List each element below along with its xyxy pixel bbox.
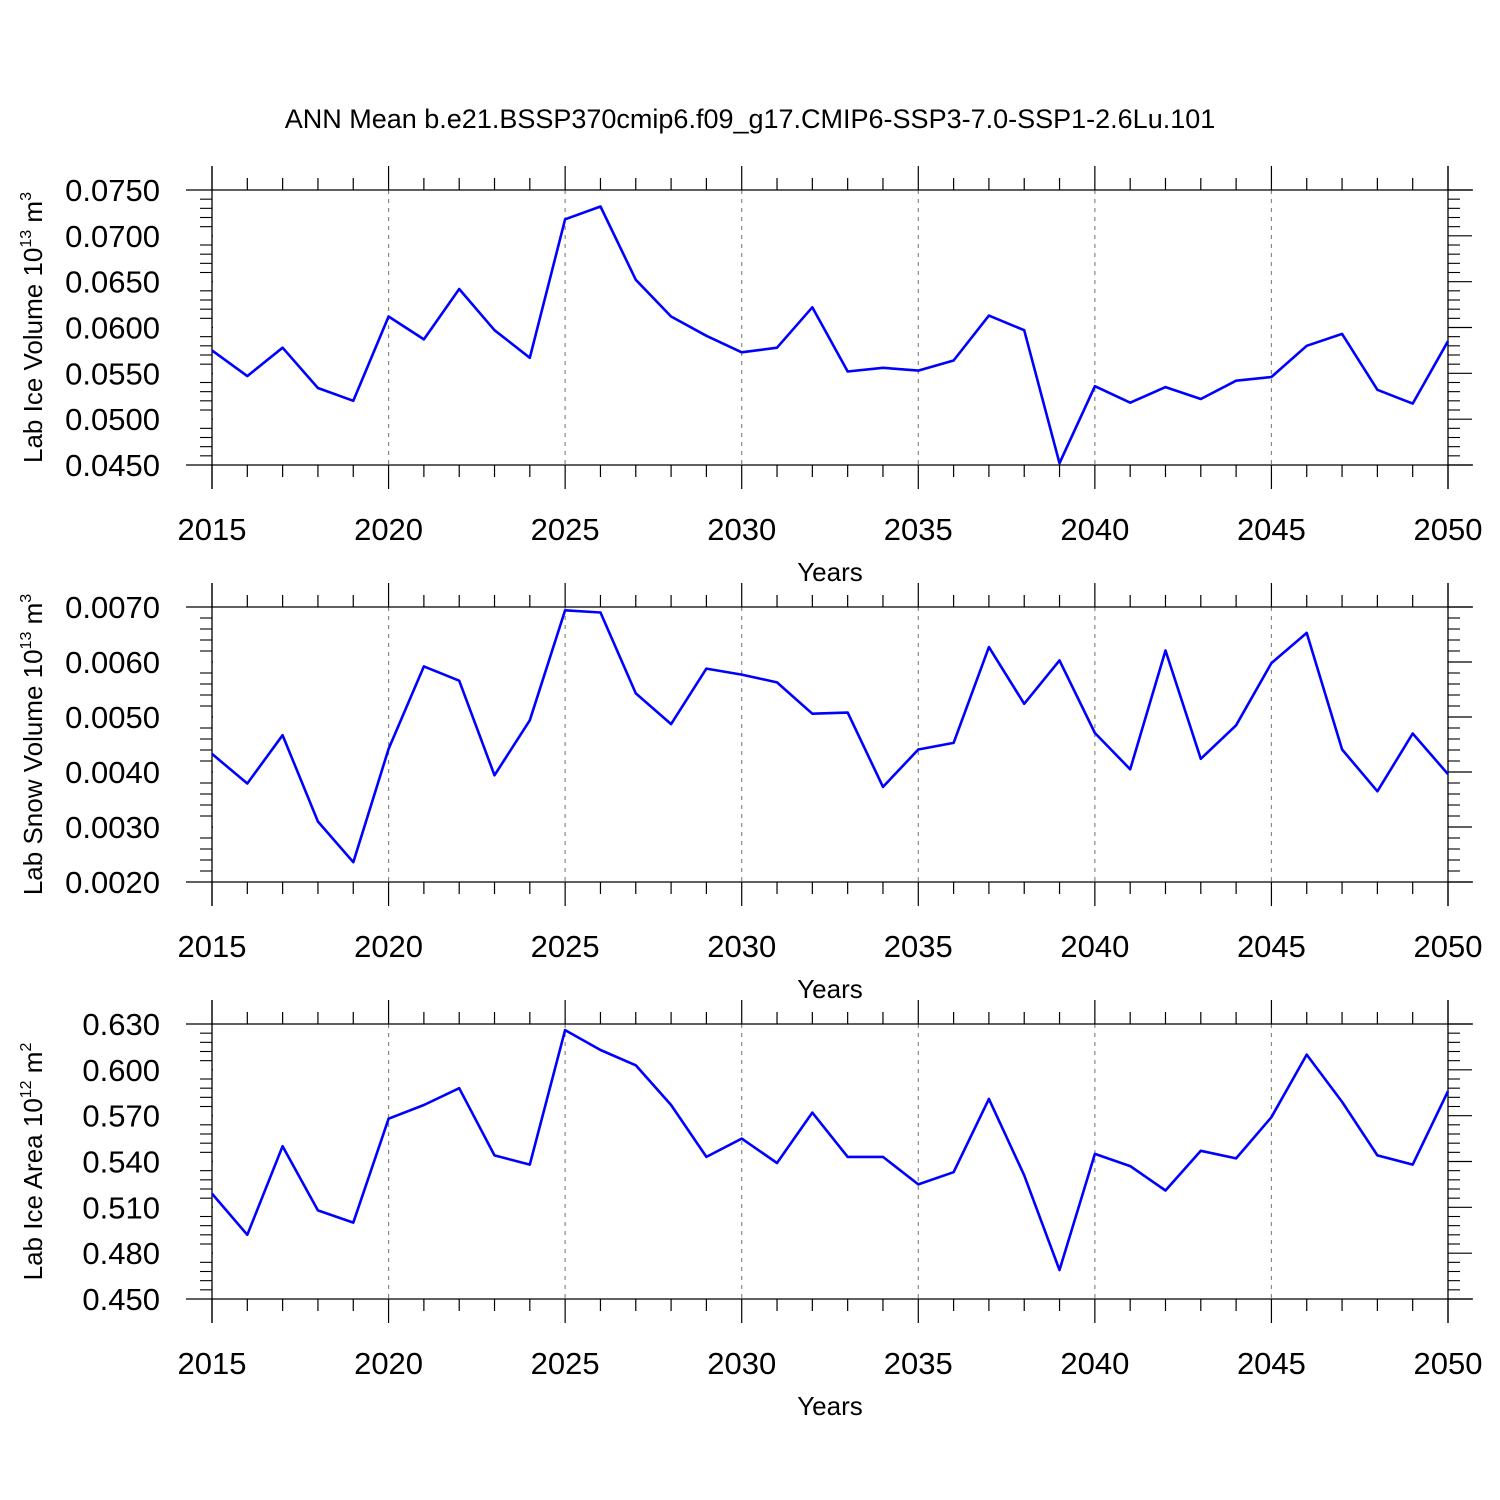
x-axis-label: Years [797, 1391, 863, 1421]
y-tick-label: 0.480 [82, 1236, 160, 1271]
x-tick-label: 2050 [1414, 929, 1483, 964]
x-tick-label: 2035 [884, 929, 953, 964]
chart-panel-3: 0.450 0.480 0.510 0.540 0.570 0.600 0.630 2015 2… [18, 1000, 1482, 1421]
x-tick-label: 2045 [1237, 1346, 1306, 1381]
x-tick-label: 2015 [178, 1346, 247, 1381]
y-axis-label: Lab Ice Volume 1013 m3 [18, 192, 48, 463]
y-tick-label: 0.0070 [65, 590, 160, 625]
series-line [211, 1028, 1450, 1272]
x-tick-label: 2030 [707, 1346, 776, 1381]
x-tick-label: 2045 [1237, 929, 1306, 964]
chart-panel-1: 0.0450 0.0500 0.0550 0.0600 0.0650 0.0700 0.07… [18, 166, 1482, 587]
series-line [211, 205, 1450, 465]
y-tick-label: 0.0650 [65, 265, 160, 300]
x-tick-label: 2035 [884, 1346, 953, 1381]
x-tick-label: 2050 [1414, 512, 1483, 547]
y-tick-label: 0.0750 [65, 173, 160, 208]
x-axis-label: Years [797, 974, 863, 1004]
x-tick-label: 2050 [1414, 1346, 1483, 1381]
y-tick-label: 0.0700 [65, 219, 160, 254]
y-tick-label: 0.0600 [65, 311, 160, 346]
y-tick-label: 0.0550 [65, 356, 160, 391]
x-tick-label: 2020 [354, 512, 423, 547]
y-tick-label: 0.510 [82, 1190, 160, 1225]
y-tick-label: 0.540 [82, 1145, 160, 1180]
y-tick-label: 0.0020 [65, 865, 160, 900]
y-tick-label: 0.0040 [65, 755, 160, 790]
y-tick-label: 0.0500 [65, 402, 160, 437]
y-tick-label: 0.0030 [65, 810, 160, 845]
y-tick-label: 0.0060 [65, 645, 160, 680]
x-tick-label: 2040 [1060, 512, 1129, 547]
y-tick-label: 0.600 [82, 1053, 160, 1088]
y-tick-label: 0.630 [82, 1007, 160, 1042]
x-tick-label: 2025 [531, 512, 600, 547]
x-axis-label: Years [797, 557, 863, 587]
y-axis-label: Lab Snow Volume 1013 m3 [18, 594, 48, 895]
x-tick-label: 2015 [178, 512, 247, 547]
x-tick-label: 2040 [1060, 929, 1129, 964]
x-tick-label: 2035 [884, 512, 953, 547]
y-tick-label: 0.0050 [65, 700, 160, 735]
chart-panel-2: 0.0020 0.0030 0.0040 0.0050 0.0060 0.0070 2015… [18, 583, 1482, 1004]
x-tick-label: 2020 [354, 929, 423, 964]
x-tick-label: 2030 [707, 512, 776, 547]
x-tick-label: 2030 [707, 929, 776, 964]
x-tick-label: 2015 [178, 929, 247, 964]
y-axis-label: Lab Ice Area 1012 m2 [18, 1043, 48, 1281]
x-tick-label: 2025 [531, 1346, 600, 1381]
x-tick-label: 2045 [1237, 512, 1306, 547]
x-tick-label: 2040 [1060, 1346, 1129, 1381]
y-tick-label: 0.450 [82, 1282, 160, 1317]
chart-title: ANN Mean b.e21.BSSP370cmip6.f09_g17.CMIP… [285, 104, 1216, 134]
series-line [211, 608, 1449, 864]
x-tick-label: 2025 [531, 929, 600, 964]
y-tick-label: 0.0450 [65, 448, 160, 483]
y-tick-label: 0.570 [82, 1099, 160, 1134]
x-tick-label: 2020 [354, 1346, 423, 1381]
